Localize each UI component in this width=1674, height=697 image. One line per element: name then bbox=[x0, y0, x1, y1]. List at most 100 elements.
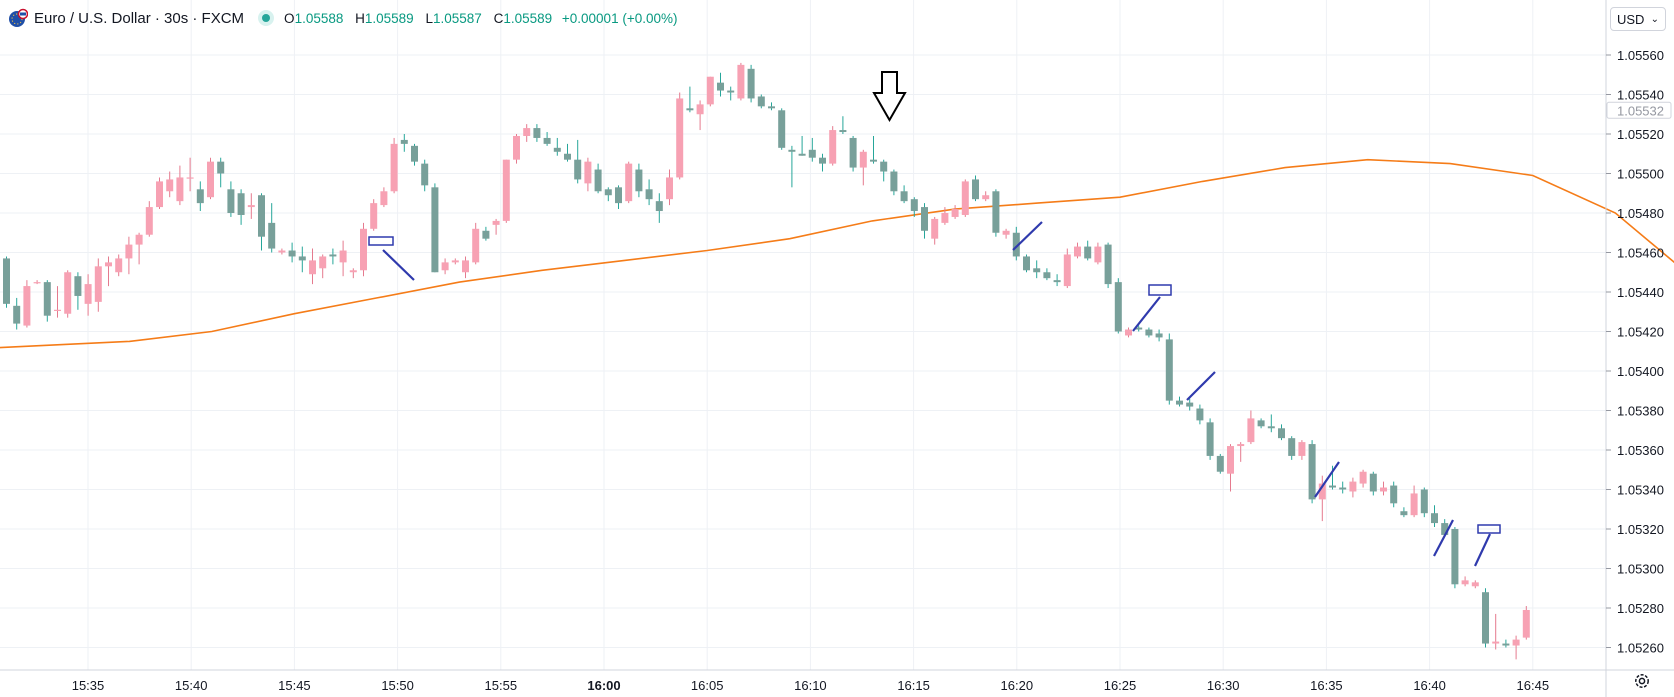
candle-body bbox=[951, 209, 959, 217]
candle bbox=[288, 242, 296, 263]
candle bbox=[309, 248, 316, 285]
candle bbox=[166, 171, 174, 198]
time-tick-label: 16:25 bbox=[1104, 678, 1137, 693]
candle bbox=[686, 86, 694, 113]
candle-body bbox=[54, 309, 61, 311]
time-tick-label: 16:45 bbox=[1517, 678, 1550, 693]
candle bbox=[757, 94, 765, 109]
candle-body bbox=[717, 82, 724, 91]
candle-body bbox=[339, 250, 347, 263]
candle bbox=[615, 185, 622, 210]
candle-body bbox=[543, 137, 551, 144]
candle bbox=[390, 137, 398, 194]
moving-average-layer bbox=[0, 158, 1674, 349]
candle bbox=[1023, 254, 1030, 273]
chart-legend-header: Euro / U.S. Dollar · 30s · FXCM O1.05588… bbox=[8, 6, 677, 30]
gear-icon[interactable] bbox=[1632, 671, 1652, 691]
candle bbox=[1084, 240, 1092, 261]
price-tick-label: 1.05500 bbox=[1617, 167, 1664, 182]
candle-body bbox=[1165, 339, 1173, 401]
candle-body bbox=[564, 153, 571, 160]
price-tick-label: 1.05320 bbox=[1617, 522, 1664, 537]
candle bbox=[1502, 639, 1510, 648]
candle-body bbox=[186, 177, 194, 179]
candle bbox=[196, 181, 204, 212]
candle-body bbox=[1104, 244, 1112, 285]
candle bbox=[3, 256, 10, 308]
candle bbox=[1227, 444, 1234, 492]
candle-body bbox=[798, 153, 806, 156]
candle bbox=[727, 86, 735, 101]
time-tick-label: 15:45 bbox=[278, 678, 311, 693]
candle bbox=[931, 216, 939, 245]
candle bbox=[594, 163, 602, 194]
candle bbox=[849, 135, 857, 172]
candle-body bbox=[655, 201, 663, 212]
candle bbox=[421, 159, 429, 192]
candle-body bbox=[278, 250, 286, 253]
currency-selector[interactable]: USD ⌄ bbox=[1610, 7, 1666, 31]
candle bbox=[553, 137, 561, 156]
candle bbox=[94, 258, 102, 312]
candle-body bbox=[880, 161, 888, 172]
candle bbox=[13, 297, 21, 330]
candle-body bbox=[829, 130, 837, 164]
price-tick-label: 1.05520 bbox=[1617, 127, 1664, 142]
candle-body bbox=[747, 68, 755, 99]
annotation-box bbox=[1148, 284, 1172, 296]
candle bbox=[829, 126, 837, 166]
candle-body bbox=[196, 189, 204, 204]
candle-body bbox=[482, 230, 490, 239]
candle bbox=[676, 92, 684, 180]
candle bbox=[380, 187, 388, 208]
candle bbox=[482, 226, 490, 241]
candle bbox=[1145, 327, 1153, 338]
candle-body bbox=[615, 187, 622, 204]
candle-body bbox=[237, 193, 245, 215]
candle bbox=[1278, 424, 1285, 441]
price-tick-label: 1.05420 bbox=[1617, 325, 1664, 340]
annotation-stroke bbox=[1314, 461, 1340, 498]
candle bbox=[1074, 242, 1081, 259]
candle-body bbox=[604, 189, 612, 196]
candle bbox=[645, 179, 653, 206]
candle-body bbox=[421, 163, 429, 186]
candle-body bbox=[43, 282, 51, 316]
candle bbox=[135, 232, 143, 265]
candle-body bbox=[1461, 580, 1469, 585]
candle bbox=[1359, 469, 1367, 488]
candle-body bbox=[1125, 329, 1132, 336]
candle-body bbox=[227, 189, 235, 213]
candle bbox=[778, 108, 786, 150]
candle bbox=[1033, 260, 1041, 279]
candle-body bbox=[1288, 438, 1296, 456]
candle-body bbox=[992, 191, 1000, 233]
candle bbox=[400, 134, 408, 152]
candle bbox=[1155, 329, 1163, 342]
time-tick-label: 16:00 bbox=[587, 678, 620, 693]
candle-body bbox=[1135, 327, 1143, 330]
candle-body bbox=[635, 169, 643, 192]
candle-body bbox=[298, 256, 306, 261]
candle bbox=[23, 280, 31, 328]
symbol-title[interactable]: Euro / U.S. Dollar · 30s · FXCM bbox=[34, 9, 245, 27]
candle bbox=[217, 157, 225, 188]
candle-body bbox=[84, 284, 92, 304]
candle-body bbox=[247, 205, 255, 208]
time-tick-label: 16:40 bbox=[1413, 678, 1446, 693]
candle-body bbox=[502, 159, 510, 221]
candle bbox=[921, 203, 928, 239]
candle bbox=[1522, 606, 1530, 640]
candle-body bbox=[156, 181, 163, 208]
candle-body bbox=[451, 260, 459, 263]
candle bbox=[564, 143, 571, 162]
candle-body bbox=[33, 282, 41, 284]
candle-body bbox=[1308, 444, 1316, 500]
candle bbox=[604, 187, 612, 202]
price-tick-label: 1.05540 bbox=[1617, 88, 1664, 103]
candle-body bbox=[145, 207, 153, 235]
price-tick-label: 1.05400 bbox=[1617, 364, 1664, 379]
candle bbox=[319, 254, 327, 279]
candle-body bbox=[788, 149, 796, 152]
